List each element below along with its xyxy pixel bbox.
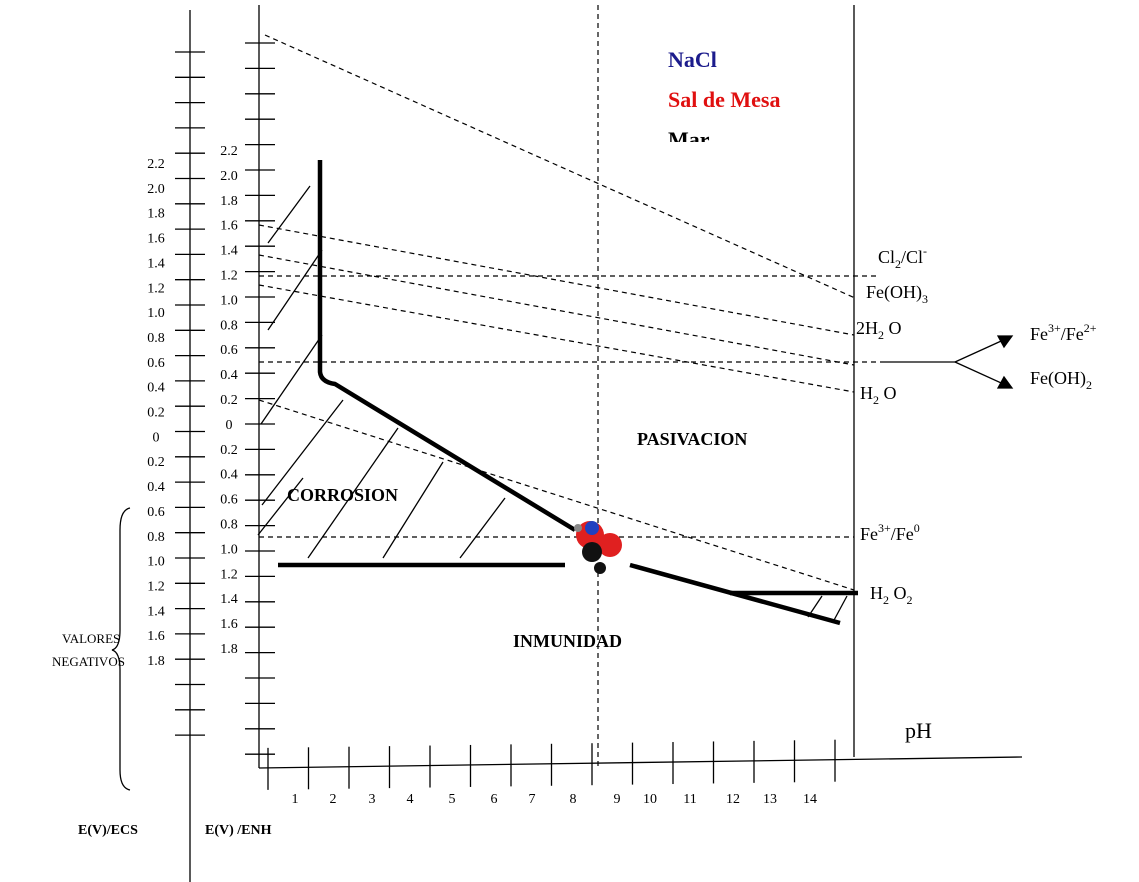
enh-tick-label: 0 bbox=[226, 418, 233, 433]
ecs-tick-label: 1.0 bbox=[147, 555, 165, 570]
enh-tick-label: 0.4 bbox=[220, 468, 238, 483]
ecs-tick-label: 1.2 bbox=[147, 281, 165, 296]
ecs-tick-label: 0.2 bbox=[147, 406, 165, 421]
ph-tick-label: 13 bbox=[763, 792, 777, 807]
enh-tick-label: 1.0 bbox=[220, 293, 238, 308]
enh-tick-label: 1.6 bbox=[220, 219, 238, 234]
ph-tick-label: 12 bbox=[726, 792, 740, 807]
enh-tick-label: 1.4 bbox=[220, 244, 238, 259]
ecs-tick-label: 0 bbox=[153, 430, 160, 445]
enh-tick-label: 0.2 bbox=[220, 443, 238, 458]
ph-tick-label: 9 bbox=[614, 792, 621, 807]
ecs-tick-label: 0.6 bbox=[147, 356, 165, 371]
ecs-tick-label: 1.8 bbox=[147, 654, 165, 669]
species-label: Cl2/Cl- bbox=[878, 244, 927, 271]
region-label: INMUNIDAD bbox=[513, 631, 622, 651]
enh-tick-label: 1.8 bbox=[220, 642, 238, 657]
legend-mar: Mar bbox=[668, 127, 710, 152]
ecs-tick-label: 1.2 bbox=[147, 579, 165, 594]
legend-nacl: NaCl bbox=[668, 47, 717, 72]
legend-sal: Sal de Mesa bbox=[668, 87, 780, 112]
species-label: Fe(OH)2 bbox=[1030, 368, 1092, 392]
enh-tick-label: 0.6 bbox=[220, 343, 238, 358]
species-label: Fe(OH)3 bbox=[866, 282, 928, 306]
ecs-label: E(V)/ECS bbox=[78, 823, 138, 838]
ph-tick-label: 1 bbox=[292, 792, 299, 807]
enh-tick-label: 0.2 bbox=[220, 393, 238, 408]
negativos-label: NEGATIVOS bbox=[52, 654, 125, 669]
ph-tick-label: 10 bbox=[643, 792, 657, 807]
enh-tick-label: 1.4 bbox=[220, 592, 238, 607]
ecs-tick-label: 1.8 bbox=[147, 207, 165, 222]
ph-tick-label: 2 bbox=[330, 792, 337, 807]
enh-tick-label: 0.8 bbox=[220, 518, 238, 533]
region-label: CORROSION bbox=[287, 485, 398, 505]
ecs-tick-label: 1.4 bbox=[147, 256, 165, 271]
ph-tick-label: 6 bbox=[491, 792, 498, 807]
ph-label: pH bbox=[905, 718, 932, 743]
ecs-tick-label: 0.4 bbox=[147, 480, 165, 495]
diagram-lines bbox=[112, 5, 1022, 882]
enh-tick-label: 0.8 bbox=[220, 318, 238, 333]
species-label: Fe3+/Fe0 bbox=[860, 521, 920, 544]
ecs-tick-label: 2.0 bbox=[147, 182, 165, 197]
species-label: H2 O2 bbox=[870, 583, 913, 607]
negativos-label: VALORES bbox=[62, 631, 120, 646]
ph-tick-label: 11 bbox=[683, 792, 696, 807]
ecs-tick-label: 0.8 bbox=[147, 331, 165, 346]
enh-tick-label: 2.2 bbox=[220, 144, 238, 159]
species-label: 2H2 O bbox=[856, 318, 902, 342]
ph-tick-label: 8 bbox=[570, 792, 577, 807]
legend-clip: Mar bbox=[668, 127, 710, 152]
species-label: Fe3+/Fe2+ bbox=[1030, 321, 1097, 344]
enh-label: E(V) /ENH bbox=[205, 823, 272, 838]
pourbaix-diagram: NaCl Sal de Mesa Mar CORROSION PASIVACIO… bbox=[0, 0, 1139, 882]
ph-tick-label: 5 bbox=[449, 792, 456, 807]
ecs-tick-label: 0.4 bbox=[147, 381, 165, 396]
enh-tick-label: 1.6 bbox=[220, 617, 238, 632]
ecs-tick-label: 0.6 bbox=[147, 505, 165, 520]
ecs-tick-label: 0.8 bbox=[147, 530, 165, 545]
enh-tick-label: 1.2 bbox=[220, 269, 238, 284]
ecs-tick-label: 0.2 bbox=[147, 455, 165, 470]
enh-tick-label: 1.2 bbox=[220, 567, 238, 582]
region-label: PASIVACION bbox=[637, 429, 747, 449]
ecs-tick-label: 1.6 bbox=[147, 629, 165, 644]
ph-tick-label: 7 bbox=[529, 792, 536, 807]
ph-tick-label: 4 bbox=[407, 792, 414, 807]
enh-tick-label: 0.4 bbox=[220, 368, 238, 383]
ph-tick-label: 3 bbox=[369, 792, 376, 807]
marker-blob bbox=[574, 521, 622, 574]
ecs-tick-label: 1.0 bbox=[147, 306, 165, 321]
ph-tick-label: 14 bbox=[803, 792, 817, 807]
enh-tick-label: 0.6 bbox=[220, 493, 238, 508]
enh-tick-label: 2.0 bbox=[220, 169, 238, 184]
enh-tick-label: 1.0 bbox=[220, 542, 238, 557]
ecs-tick-label: 1.4 bbox=[147, 604, 165, 619]
ecs-tick-label: 1.6 bbox=[147, 232, 165, 247]
species-label: H2 O bbox=[860, 383, 897, 407]
enh-tick-label: 1.8 bbox=[220, 194, 238, 209]
ecs-tick-label: 2.2 bbox=[147, 157, 165, 172]
